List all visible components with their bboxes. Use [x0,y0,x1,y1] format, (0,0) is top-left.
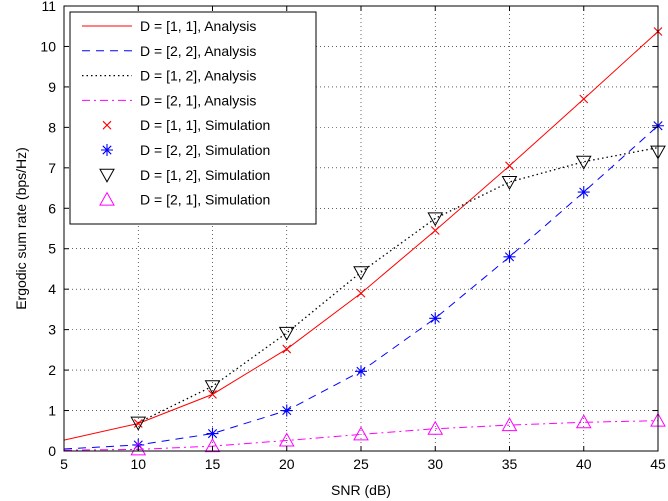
legend-label: D = [2, 2], Analysis [140,43,256,59]
data-point-triangle-up-marker [130,441,147,456]
x-tick-label: 5 [60,456,68,472]
x-tick-label: 30 [427,456,443,472]
legend-box [69,11,317,225]
data-point-asterisk-marker [429,312,442,325]
x-tick-label: 40 [576,456,592,472]
legend-label: D = [1, 1], Simulation [140,117,270,133]
data-point-triangle-down-marker [204,380,221,395]
series-line [137,146,659,424]
y-tick-label: 10 [40,38,56,54]
legend-label: D = [2, 1], Simulation [140,192,270,208]
data-point-triangle-down-marker [130,416,147,431]
data-point-triangle-down-marker [278,326,295,341]
y-tick-label: 3 [48,322,56,338]
data-point-triangle-down-marker [427,212,444,227]
legend-label: D = [2, 1], Analysis [140,92,256,108]
data-point-asterisk-marker [280,404,293,417]
data-point-triangle-up-marker [99,191,115,206]
data-point-x-marker [282,344,292,354]
y-tick-label: 7 [48,160,56,176]
data-point-triangle-up-marker [353,426,369,441]
data-point-x-marker [133,419,143,428]
markers-layer [130,27,666,456]
data-point-asterisk-marker [577,186,590,199]
data-point-x-marker [430,226,440,235]
y-tick-label: 6 [48,200,56,216]
y-tick-label: 1 [48,403,56,419]
legend-label: D = [1, 2], Analysis [140,68,256,84]
data-point-x-marker [356,288,366,298]
data-point-triangle-up-marker [204,438,221,453]
y-tick-label: 2 [48,362,56,378]
y-tick-label: 0 [48,443,56,459]
y-tick-label: 11 [41,0,56,14]
data-point-asterisk-marker [132,438,145,451]
x-tick-label: 25 [353,456,369,472]
data-point-x-marker [505,161,514,171]
legend: D = [1, 1], Analysis D = [2, 2], Analysis… [69,11,317,225]
legend-label: D = [1, 2], Simulation [140,167,270,183]
legend-label: D = [1, 1], Analysis [140,18,256,34]
data-point-triangle-down-marker [575,155,592,170]
data-point-triangle-down-marker [99,168,115,183]
data-point-asterisk-marker [101,144,113,156]
data-point-triangle-down-marker [353,266,369,281]
data-point-asterisk-marker [503,250,516,263]
y-tick-label: 5 [48,241,56,257]
data-point-asterisk-marker [355,365,367,378]
data-point-x-marker [579,94,589,104]
y-axis-title: Ergodic sum rate (bps/Hz) [13,147,29,310]
x-tick-label: 10 [130,456,146,472]
y-tick-label: 4 [48,281,56,297]
data-point-triangle-up-marker [501,417,518,432]
y-tick-label: 9 [48,79,56,95]
x-tick-label: 20 [279,456,295,472]
data-point-x-marker [102,120,112,130]
data-point-triangle-down-marker [501,175,518,191]
legend-label: D = [2, 2], Simulation [140,142,270,158]
x-axis-title: SNR (dB) [331,482,391,498]
data-point-asterisk-marker [206,427,219,440]
x-tick-label: 35 [502,456,518,472]
x-tick-label: 15 [205,456,221,472]
data-point-triangle-up-marker [575,414,592,429]
x-tick-label: 45 [650,456,666,472]
data-point-triangle-up-marker [278,432,295,447]
y-tick-label: 8 [48,119,56,135]
data-point-x-marker [208,389,217,399]
data-point-triangle-up-marker [427,420,444,435]
